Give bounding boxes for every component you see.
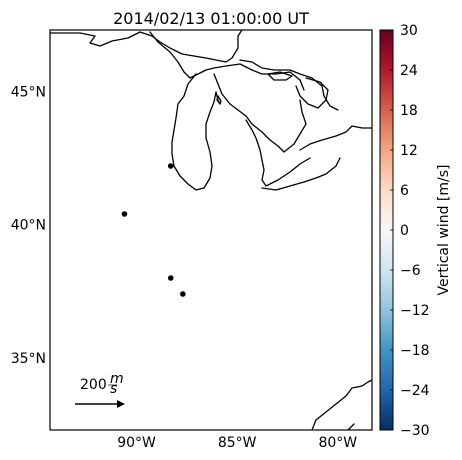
lake-huron-east-shore (295, 77, 329, 109)
lake-ontario-shore (299, 125, 372, 151)
map-frame (49, 29, 373, 431)
colorbar-tick-label: 12 (400, 143, 418, 159)
station-marker (167, 275, 174, 281)
map-background (50, 30, 372, 430)
reference-arrow-unit-num: m (110, 371, 124, 387)
colorbar-tick-label: −6 (400, 263, 421, 279)
station-markers (121, 163, 186, 297)
colorbar-ticks: 30 24 18 12 6 0 −6 −12 −18 −24 −30 (390, 23, 430, 439)
lake-michigan-west-shore (171, 73, 217, 191)
reference-arrow-value: 200 (80, 377, 107, 393)
outer-banks (347, 423, 355, 430)
colorbar-tick-label: 18 (400, 103, 418, 119)
colorbar-tick-label: 30 (400, 23, 418, 39)
lake-huron-west-shore (213, 73, 307, 153)
longitude-tick-label: 85°W (218, 435, 257, 451)
upper-peninsula-shore (149, 31, 305, 91)
map-title: 2014/02/13 01:00:00 UT (113, 9, 309, 28)
colorbar-tick-label: −30 (400, 423, 430, 439)
colorbar-tick-label: 6 (400, 183, 409, 199)
manitoulin-island (267, 71, 293, 81)
island-lake-michigan (216, 95, 222, 105)
map-panel: 200 m s (49, 29, 373, 431)
colorbar: 30 24 18 12 6 0 −6 −12 −18 −24 −30 Vertical wind [… (379, 23, 452, 439)
longitude-tick-label: 80°W (318, 435, 357, 451)
latitude-tick-label: 45°N (11, 84, 46, 100)
colorbar-tick-label: −24 (400, 383, 430, 399)
reference-arrow: 200 m s (75, 371, 125, 408)
colorbar-tick-label: −12 (400, 303, 430, 319)
station-marker (167, 163, 174, 169)
colorbar-label: Vertical wind [m/s] (436, 165, 452, 296)
station-marker (180, 291, 186, 297)
longitude-tick-label: 90°W (117, 435, 156, 451)
coastlines (50, 30, 372, 430)
colorbar-tick-label: −18 (400, 343, 430, 359)
colorbar-tick-label: 0 (400, 223, 409, 239)
reference-arrow-unit-den: s (110, 381, 117, 397)
latitude-tick-label: 35°N (11, 351, 46, 367)
lake-superior-shore (50, 30, 243, 63)
station-marker (121, 211, 128, 217)
colorbar-gradient (380, 30, 393, 430)
atlantic-coast (311, 379, 372, 430)
reference-arrow-head (117, 400, 125, 408)
longitude-labels: 90°W 85°W 80°W (117, 435, 357, 451)
latitude-tick-label: 40°N (11, 218, 46, 234)
latitude-labels: 45°N 40°N 35°N (11, 84, 46, 367)
lower-michigan-east-shore (245, 119, 311, 187)
colorbar-tick-label: 24 (400, 63, 418, 79)
lake-erie-shore (261, 157, 341, 191)
